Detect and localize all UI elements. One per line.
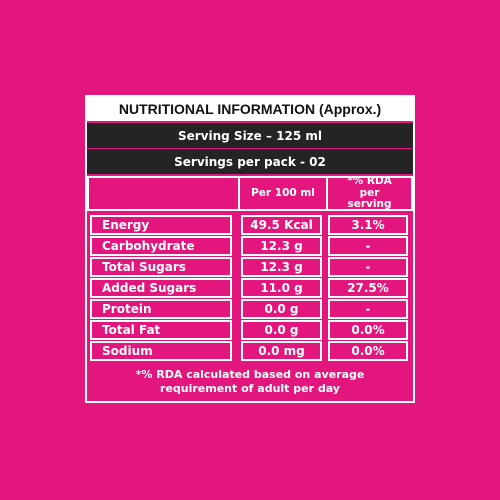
nutrient-value: 0.0 g [241,299,322,319]
nutrient-value: 0.0 mg [241,341,322,361]
column-header: *% RDA per serving [326,175,413,211]
nutrient-value: 12.3 g [241,257,322,277]
header-blank [87,176,240,211]
nutrient-value: 11.0 g [241,278,322,298]
nutrient-name: Protein [90,299,232,319]
nutrient-value: - [328,257,408,277]
nutrient-value: - [328,236,408,256]
nutrient-value: 49.5 Kcal [241,215,322,235]
nutrient-name: Total Sugars [90,257,232,277]
serving-size: Serving Size – 125 ml [87,123,413,148]
nutrient-name: Carbohydrate [90,236,232,256]
footnote: *% RDA calculated based on average requi… [135,367,365,395]
nutrient-value: - [328,299,408,319]
nutrient-value: 12.3 g [241,236,322,256]
nutrient-value: 0.0% [328,320,408,340]
nutrient-name: Added Sugars [90,278,232,298]
nutrient-value: 3.1% [328,215,408,235]
nutrient-name: Total Fat [90,320,232,340]
nutrient-value: 0.0% [328,341,408,361]
nutrient-name: Energy [90,215,232,235]
nutrient-value: 0.0 g [241,320,322,340]
nutrient-value: 27.5% [328,278,408,298]
nutrition-panel: NUTRITIONAL INFORMATION (Approx.) Servin… [85,95,415,403]
servings-per-pack: Servings per pack - 02 [87,149,413,174]
title: NUTRITIONAL INFORMATION (Approx.) [87,97,413,121]
nutrient-name: Sodium [90,341,232,361]
column-header: Per 100 ml [238,176,328,211]
